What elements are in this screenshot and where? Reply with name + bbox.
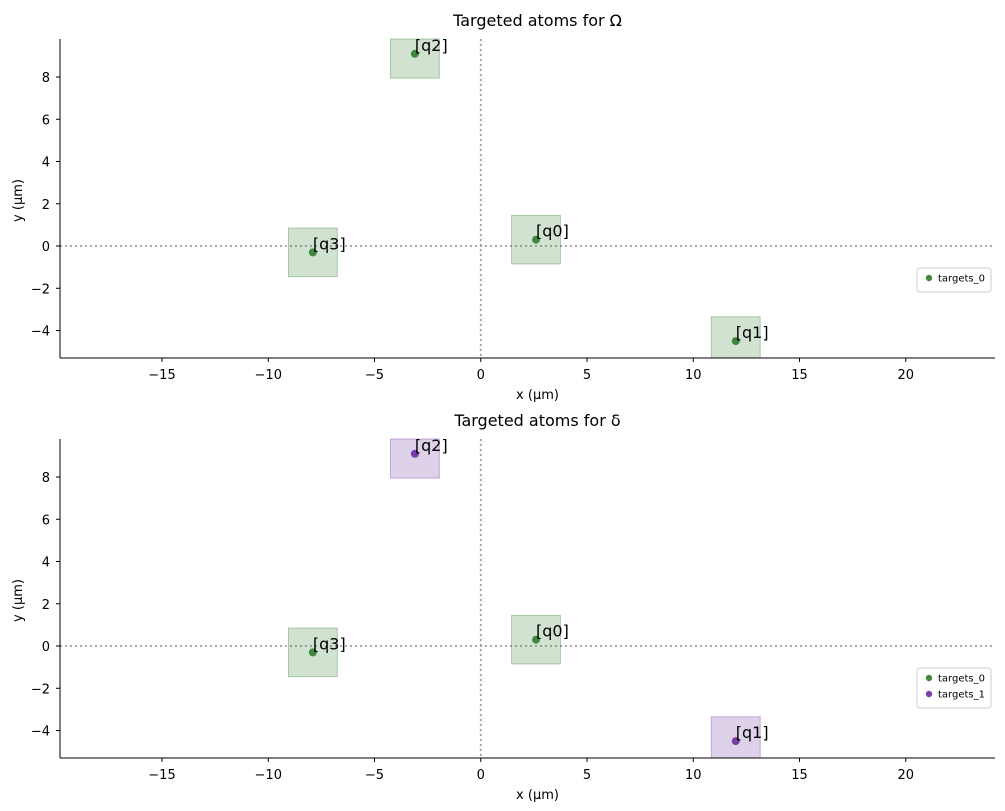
legend: targets_0 bbox=[916, 267, 992, 293]
x-tick-label: 5 bbox=[583, 368, 591, 383]
atom-label: [q3] bbox=[313, 634, 346, 653]
atom-label: [q3] bbox=[313, 234, 346, 253]
atom-point bbox=[532, 235, 540, 244]
y-tick-label: 8 bbox=[42, 71, 50, 86]
x-tick-label: 10 bbox=[685, 368, 702, 383]
atom-label: [q2] bbox=[415, 436, 448, 455]
legend-box bbox=[916, 267, 992, 293]
target-box bbox=[389, 38, 440, 79]
legend-label: targets_0 bbox=[938, 674, 985, 685]
x-tick-label: 20 bbox=[897, 368, 914, 383]
legend-label: targets_0 bbox=[938, 274, 985, 285]
legend-marker bbox=[925, 690, 933, 698]
y-tick-label: 4 bbox=[42, 156, 50, 171]
x-tick-label: −5 bbox=[365, 768, 384, 783]
y-tick-label: −2 bbox=[31, 682, 50, 697]
atom-label: [q0] bbox=[536, 622, 569, 641]
legend: targets_0 targets_1 bbox=[916, 667, 992, 709]
y-tick-label: 2 bbox=[42, 598, 50, 613]
x-tick-label: 0 bbox=[477, 368, 485, 383]
x-tick-label: −15 bbox=[148, 768, 175, 783]
y-tick-label: −2 bbox=[31, 282, 50, 297]
x-tick-label: 10 bbox=[685, 768, 702, 783]
legend-marker bbox=[925, 274, 933, 282]
x-axis-label: x (µm) bbox=[516, 388, 559, 403]
y-tick-label: 0 bbox=[42, 240, 50, 255]
legend-box bbox=[916, 667, 992, 709]
atom-point bbox=[308, 248, 317, 257]
chart-panel-1: Targeted atoms for δ [q0] [q1] [q2] [q3] −15 −… bbox=[11, 411, 995, 803]
atom-point bbox=[731, 337, 740, 346]
atom-point bbox=[731, 737, 740, 746]
x-tick-label: 15 bbox=[791, 768, 808, 783]
y-axis-label: y (µm) bbox=[11, 579, 26, 622]
y-tick-label: 2 bbox=[42, 198, 50, 213]
chart-panel-0: Targeted atoms for Ω [q0] [q1] [q2] [q3] −15 −… bbox=[11, 11, 995, 403]
x-tick-label: 15 bbox=[791, 368, 808, 383]
atom-point bbox=[410, 449, 419, 458]
atom-point bbox=[308, 648, 317, 657]
atom-point bbox=[410, 49, 419, 58]
target-box bbox=[389, 438, 440, 479]
atom-label: [q1] bbox=[736, 323, 769, 342]
y-axis-label: y (µm) bbox=[11, 179, 26, 222]
x-tick-label: 20 bbox=[897, 768, 914, 783]
x-tick-label: −10 bbox=[255, 368, 282, 383]
y-tick-label: 4 bbox=[42, 556, 50, 571]
y-tick-label: 0 bbox=[42, 640, 50, 655]
y-tick-label: −4 bbox=[31, 725, 50, 740]
y-tick-label: −4 bbox=[31, 325, 50, 340]
y-tick-label: 6 bbox=[42, 513, 50, 528]
x-axis-label: x (µm) bbox=[516, 788, 559, 803]
legend-label: targets_1 bbox=[938, 690, 985, 701]
atom-point bbox=[532, 635, 540, 644]
y-tick-label: 6 bbox=[42, 113, 50, 128]
legend-marker bbox=[925, 674, 933, 682]
x-tick-label: 0 bbox=[477, 768, 485, 783]
x-tick-label: −5 bbox=[365, 368, 384, 383]
chart-title: Targeted atoms for Ω bbox=[452, 11, 622, 30]
x-tick-label: 5 bbox=[583, 768, 591, 783]
x-tick-label: −15 bbox=[148, 368, 175, 383]
atom-label: [q0] bbox=[536, 222, 569, 241]
atom-label: [q2] bbox=[415, 36, 448, 55]
y-tick-label: 8 bbox=[42, 471, 50, 486]
atom-label: [q1] bbox=[736, 723, 769, 742]
chart-title: Targeted atoms for δ bbox=[453, 411, 620, 430]
x-tick-label: −10 bbox=[255, 768, 282, 783]
